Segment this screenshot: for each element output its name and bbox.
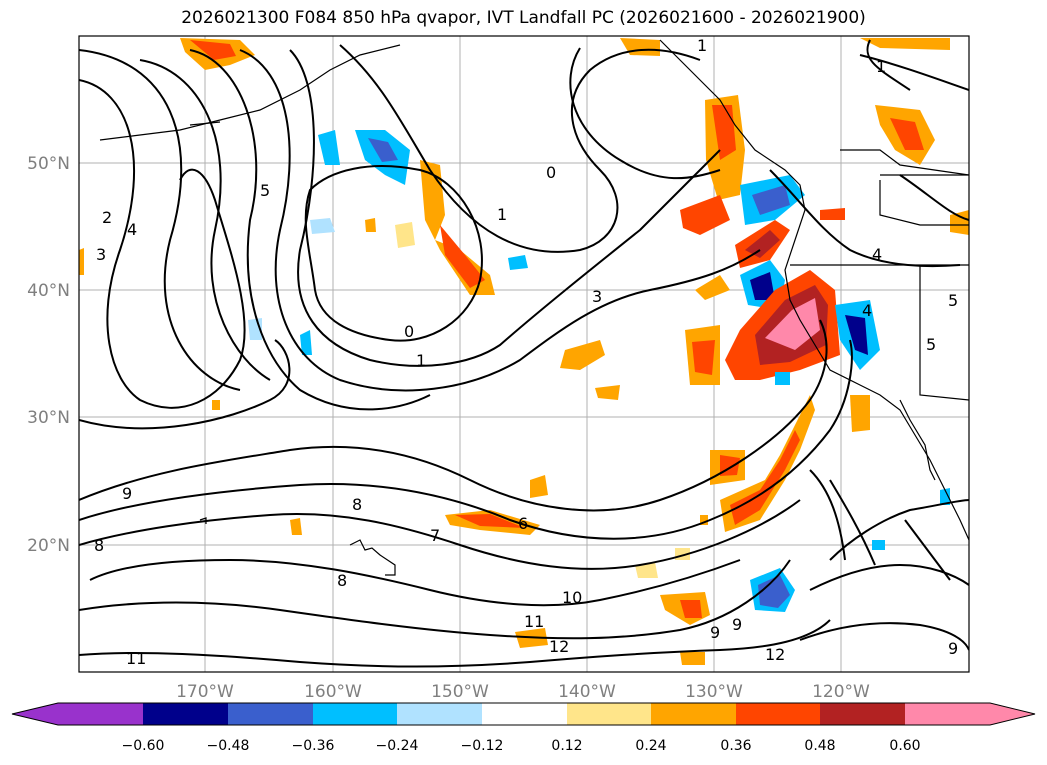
contour-label: 10 bbox=[562, 588, 582, 607]
colorbar-tick: 0.12 bbox=[551, 738, 582, 754]
contour-label: 9 bbox=[122, 484, 132, 503]
contour-label: 1 bbox=[876, 57, 886, 76]
lon-label: 170°W bbox=[176, 682, 234, 702]
colorbar-over-extend bbox=[990, 703, 1035, 725]
colorbar-swatch bbox=[651, 703, 736, 725]
contour-label: 1 bbox=[416, 351, 426, 370]
contour-label: 9 bbox=[732, 615, 742, 634]
contour-label: 12 bbox=[549, 637, 569, 656]
map-panel: 0 0 1 1 1 1 2 3 3 4 4 4 5 5 5 6 7 8 8 8 … bbox=[27, 35, 970, 702]
colorbar-swatch bbox=[313, 703, 397, 725]
lon-label: 140°W bbox=[558, 682, 616, 702]
colorbar-outline bbox=[11, 702, 1036, 726]
contour-label: 5 bbox=[260, 181, 270, 200]
lon-label: 120°W bbox=[812, 682, 870, 702]
qvapor-shading bbox=[79, 38, 969, 665]
colorbar-tick: −0.36 bbox=[292, 738, 335, 754]
map-title: 2026021300 F084 850 hPa qvapor, IVT Land… bbox=[181, 8, 866, 28]
colorbar-swatch bbox=[736, 703, 820, 725]
contour-label: 0 bbox=[546, 163, 556, 182]
colorbar-swatch bbox=[820, 703, 905, 725]
lat-label: 20°N bbox=[27, 536, 70, 556]
contour-label: 3 bbox=[96, 245, 106, 264]
contour-label: 9 bbox=[948, 639, 958, 658]
colorbar-swatch bbox=[567, 703, 651, 725]
contour-label: 0 bbox=[404, 322, 414, 341]
colorbar-tick: −0.60 bbox=[122, 738, 165, 754]
lon-label: 130°W bbox=[685, 682, 743, 702]
map-frame bbox=[78, 35, 970, 673]
longitude-labels: 170°W 160°W 150°W 140°W 130°W 120°W bbox=[176, 682, 870, 702]
colorbar-swatch bbox=[905, 703, 990, 725]
contour-label: 12 bbox=[765, 645, 785, 664]
contour-label: 11 bbox=[126, 649, 146, 668]
colorbar-swatch bbox=[397, 703, 482, 725]
colorbar-ticks: −0.60 −0.48 −0.36 −0.24 −0.12 0.12 0.24 … bbox=[122, 738, 921, 754]
contour-label: 2 bbox=[102, 208, 112, 227]
coastlines bbox=[99, 39, 969, 576]
contour-label: 4 bbox=[862, 301, 872, 320]
colorbar-tick: 0.36 bbox=[720, 738, 751, 754]
colorbar-tick: 0.48 bbox=[804, 738, 835, 754]
contour-label: 4 bbox=[872, 245, 882, 264]
contour-label: 1 bbox=[497, 205, 507, 224]
colorbar-tick: −0.48 bbox=[207, 738, 250, 754]
contour-label: 5 bbox=[948, 291, 958, 310]
contour-label: 1 bbox=[697, 36, 707, 55]
lon-label: 150°W bbox=[431, 682, 489, 702]
contour-label: 7 bbox=[430, 526, 440, 545]
colorbar-tick: 0.60 bbox=[889, 738, 920, 754]
contour-label: 8 bbox=[352, 495, 362, 514]
colorbar-under-extend bbox=[12, 703, 58, 725]
ivt-contours bbox=[79, 39, 969, 668]
contour-label: 9 bbox=[710, 623, 720, 642]
contour-label: 8 bbox=[94, 536, 104, 555]
lat-label: 40°N bbox=[27, 281, 70, 301]
contour-label: 5 bbox=[926, 335, 936, 354]
colorbar-swatch bbox=[58, 703, 143, 725]
colorbar-tick: 0.24 bbox=[635, 738, 666, 754]
contour-label: 3 bbox=[592, 287, 602, 306]
contour-label: 6 bbox=[518, 514, 528, 533]
colorbar-tick: −0.12 bbox=[461, 738, 504, 754]
lon-label: 160°W bbox=[304, 682, 362, 702]
contour-label: 11 bbox=[524, 612, 544, 631]
colorbar-swatch bbox=[143, 703, 228, 725]
colorbar: −0.60 −0.48 −0.36 −0.24 −0.12 0.12 0.24 … bbox=[11, 702, 1036, 754]
colorbar-swatch bbox=[228, 703, 313, 725]
lat-label: 30°N bbox=[27, 408, 70, 428]
colorbar-swatch bbox=[482, 703, 567, 725]
lat-label: 50°N bbox=[27, 154, 70, 174]
colorbar-tick: −0.24 bbox=[376, 738, 419, 754]
latitude-labels: 50°N 40°N 30°N 20°N bbox=[27, 154, 70, 556]
contour-labels: 0 0 1 1 1 1 2 3 3 4 4 4 5 5 5 6 7 8 8 8 … bbox=[94, 36, 958, 668]
contour-label: 8 bbox=[337, 571, 347, 590]
contour-label: 4 bbox=[127, 220, 137, 239]
